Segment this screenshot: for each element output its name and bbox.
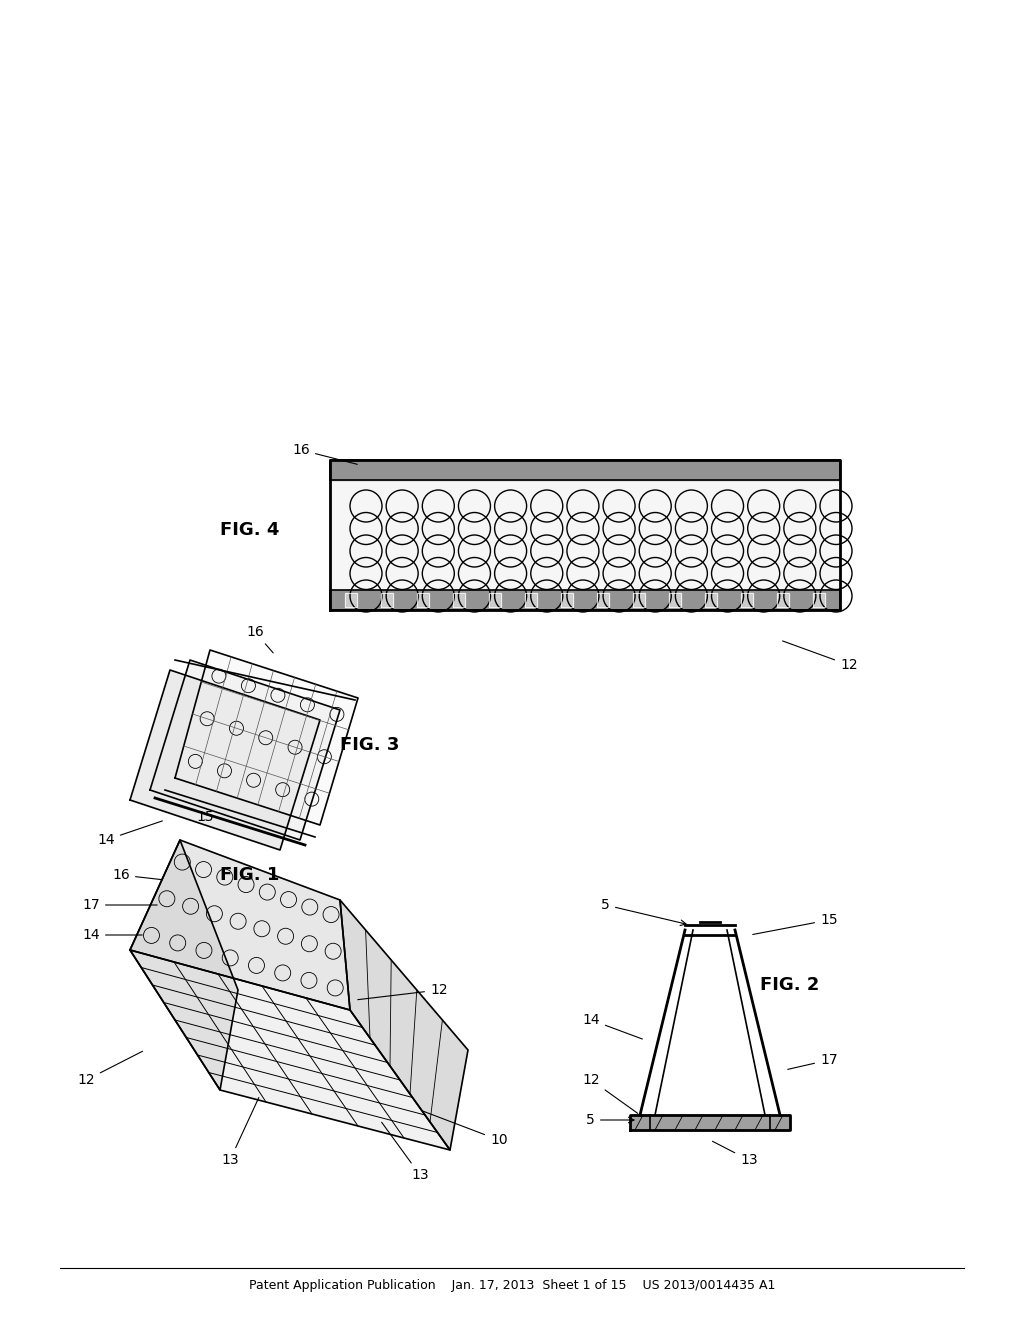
Polygon shape [489,593,501,607]
Polygon shape [597,593,609,607]
Text: 14: 14 [97,821,163,847]
Text: 17: 17 [82,898,158,912]
Polygon shape [777,593,790,607]
Polygon shape [345,593,357,607]
Text: 5: 5 [601,898,686,925]
Text: FIG. 3: FIG. 3 [340,737,399,754]
Text: 16: 16 [246,624,273,653]
Polygon shape [525,593,537,607]
Text: 5: 5 [587,1113,634,1127]
Polygon shape [130,671,319,850]
Polygon shape [705,593,717,607]
Polygon shape [150,660,340,840]
Polygon shape [175,649,358,825]
Text: 16: 16 [113,869,162,882]
Text: 12: 12 [583,1073,638,1113]
Text: 15: 15 [197,810,214,824]
Text: 13: 13 [382,1122,429,1181]
Polygon shape [630,1115,790,1130]
Polygon shape [813,593,825,607]
Polygon shape [453,593,465,607]
Text: 14: 14 [583,1012,642,1039]
Polygon shape [381,593,393,607]
Polygon shape [130,840,350,1010]
Polygon shape [561,593,573,607]
Text: 14: 14 [82,928,142,942]
Polygon shape [330,590,840,610]
Text: 15: 15 [753,913,838,935]
Polygon shape [633,593,645,607]
Polygon shape [417,593,429,607]
Polygon shape [330,459,840,480]
Text: 16: 16 [292,444,357,465]
Text: 17: 17 [787,1053,838,1069]
Polygon shape [669,593,681,607]
Polygon shape [130,950,450,1150]
Text: 12: 12 [357,983,447,999]
Text: 12: 12 [782,642,858,672]
Polygon shape [130,840,238,1090]
Text: FIG. 1: FIG. 1 [220,866,280,884]
Polygon shape [340,900,468,1150]
Text: FIG. 2: FIG. 2 [760,975,819,994]
Text: Patent Application Publication    Jan. 17, 2013  Sheet 1 of 15    US 2013/001443: Patent Application Publication Jan. 17, … [249,1279,775,1291]
Text: FIG. 4: FIG. 4 [220,521,280,539]
Text: 13: 13 [713,1142,758,1167]
Text: 12: 12 [78,1051,142,1086]
Polygon shape [741,593,753,607]
Text: 10: 10 [423,1111,508,1147]
Polygon shape [330,459,840,610]
Text: 13: 13 [221,1097,259,1167]
